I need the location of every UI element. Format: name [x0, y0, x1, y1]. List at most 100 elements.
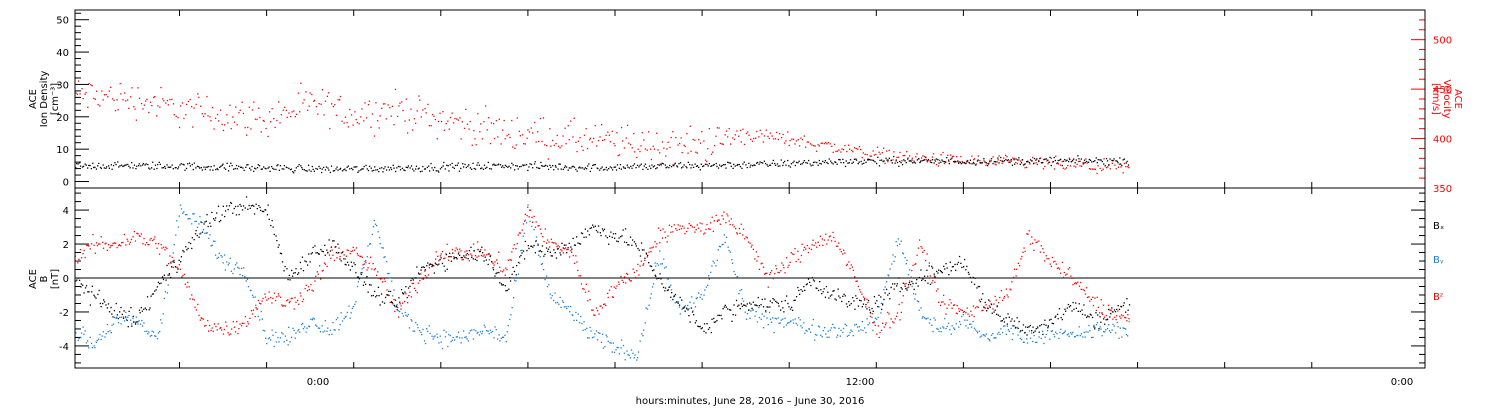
data-point-Bz	[767, 286, 769, 288]
data-point-red	[532, 132, 534, 134]
data-point-By	[760, 318, 762, 320]
data-point-red	[922, 155, 924, 157]
data-point-Bz	[905, 282, 907, 285]
data-point-By	[214, 240, 216, 242]
data-point-red	[253, 101, 255, 103]
data-point-Bx	[155, 289, 157, 291]
data-point-By	[789, 321, 792, 323]
data-point-Bx	[544, 253, 546, 256]
data-point-Bx	[706, 323, 708, 325]
data-point-By	[395, 305, 397, 307]
data-point-black	[349, 168, 351, 170]
data-point-Bz	[443, 258, 445, 260]
data-point-Bz	[244, 315, 246, 318]
data-point-Bz	[537, 225, 539, 227]
data-point-By	[1017, 334, 1019, 336]
data-point-black	[984, 161, 986, 163]
data-point-Bx	[579, 243, 582, 245]
data-point-Bz	[960, 309, 962, 311]
data-point-Bz	[527, 206, 529, 208]
data-point-By	[998, 331, 1000, 334]
data-point-black	[975, 164, 977, 166]
data-point-Bz	[518, 232, 520, 234]
data-point-By	[449, 334, 451, 337]
data-point-red	[401, 101, 403, 103]
data-point-By	[914, 298, 916, 300]
data-point-By	[1059, 331, 1061, 334]
data-point-By	[792, 322, 795, 324]
data-point-black	[706, 163, 708, 166]
data-point-Bx	[209, 222, 211, 224]
data-point-By	[475, 330, 477, 332]
data-point-Bz	[599, 305, 601, 307]
data-point-Bx	[335, 246, 337, 248]
data-point-black	[1078, 158, 1080, 160]
data-point-black	[809, 163, 811, 165]
data-point-Bx	[405, 286, 407, 288]
data-point-By	[386, 260, 388, 263]
data-point-red	[625, 137, 627, 139]
data-point-black	[102, 164, 104, 166]
data-point-Bx	[131, 325, 133, 327]
data-point-Bz	[1090, 298, 1093, 301]
data-point-Bz	[949, 299, 951, 301]
data-point-black	[301, 166, 303, 169]
data-point-red	[471, 144, 473, 146]
data-point-Bx	[1117, 305, 1119, 307]
data-point-Bx	[654, 274, 656, 276]
data-point-Bx	[752, 301, 754, 303]
data-point-Bz	[713, 220, 715, 222]
data-point-Bx	[1010, 320, 1012, 322]
data-point-By	[1049, 338, 1051, 340]
data-point-By	[408, 327, 411, 329]
data-point-red	[618, 154, 621, 156]
data-point-By	[334, 329, 336, 331]
data-point-Bx	[186, 249, 188, 251]
data-point-Bz	[661, 237, 664, 239]
data-point-Bx	[394, 299, 397, 301]
data-point-By	[151, 330, 153, 332]
data-point-Bz	[832, 231, 834, 234]
data-point-By	[151, 334, 153, 337]
data-point-black	[941, 159, 943, 161]
data-point-red	[451, 112, 453, 114]
data-point-red	[350, 114, 353, 116]
data-point-Bz	[882, 322, 884, 324]
data-point-Bx	[971, 281, 973, 283]
data-point-By	[417, 327, 419, 329]
data-point-Bx	[963, 266, 965, 268]
data-point-Bx	[261, 210, 264, 212]
data-point-Bz	[312, 290, 314, 292]
data-point-black	[994, 161, 997, 163]
data-point-By	[324, 330, 326, 332]
data-point-black	[204, 168, 206, 170]
data-point-Bx	[1127, 309, 1129, 311]
data-point-Bz	[1039, 251, 1042, 253]
data-point-By	[252, 296, 254, 298]
data-point-Bx	[690, 307, 693, 309]
data-point-red	[299, 111, 301, 113]
data-point-By	[946, 325, 948, 328]
data-point-red	[331, 103, 333, 105]
data-point-Bx	[824, 296, 827, 298]
data-point-black	[985, 162, 987, 164]
data-point-black	[905, 162, 907, 164]
data-point-Bz	[431, 265, 434, 268]
data-point-black	[77, 163, 79, 165]
data-point-By	[308, 325, 310, 327]
data-point-red	[102, 99, 104, 101]
data-point-Bz	[417, 282, 420, 284]
data-point-black	[715, 162, 717, 165]
data-point-red	[838, 149, 840, 151]
data-point-Bx	[509, 280, 512, 282]
data-point-Bx	[577, 242, 579, 244]
data-point-Bz	[721, 215, 723, 217]
data-point-By	[1038, 336, 1040, 338]
data-point-By	[183, 211, 185, 213]
data-point-black	[1052, 161, 1054, 163]
data-point-black	[711, 165, 713, 167]
data-point-black	[1116, 160, 1118, 162]
data-point-By	[424, 342, 427, 345]
data-point-Bz	[413, 287, 416, 289]
data-point-black	[885, 157, 887, 159]
